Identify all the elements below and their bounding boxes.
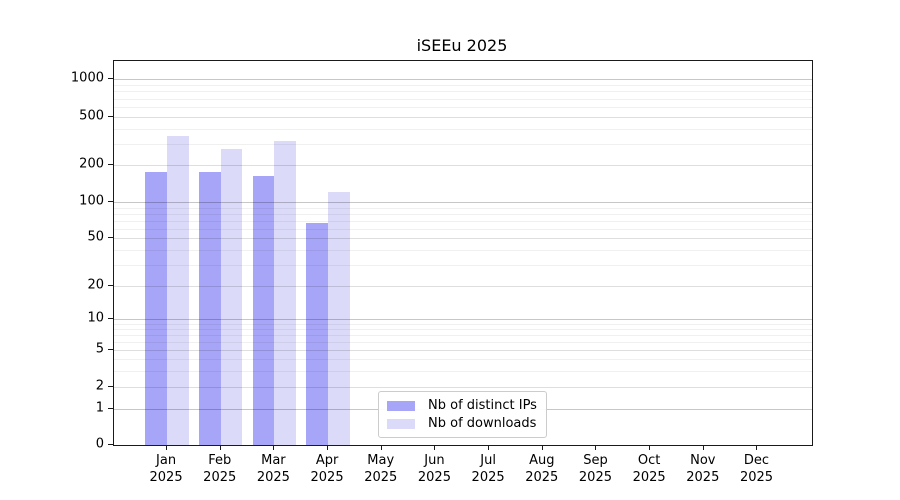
y-tick-mark xyxy=(108,386,113,387)
x-tick-label: May 2025 xyxy=(364,453,398,485)
y-tick-mark xyxy=(108,116,113,117)
bars-layer xyxy=(114,61,812,445)
x-tick-label: Dec 2025 xyxy=(739,453,774,485)
legend-row: Nb of downloads xyxy=(387,416,537,431)
legend-row: Nb of distinct IPs xyxy=(387,398,537,413)
y-tick-mark xyxy=(108,237,113,238)
y-tick-mark xyxy=(108,201,113,202)
x-tick-label: Nov 2025 xyxy=(686,453,720,485)
chart-title: iSEEu 2025 xyxy=(416,36,508,55)
bar-distinct-ips-feb xyxy=(199,172,221,445)
y-tick-label: 200 xyxy=(79,156,104,172)
x-tick-mark xyxy=(327,445,328,450)
legend: Nb of distinct IPs Nb of downloads xyxy=(378,391,547,438)
y-tick-mark xyxy=(108,285,113,286)
bar-downloads-apr xyxy=(328,192,350,445)
y-tick-label: 500 xyxy=(79,108,104,124)
y-tick-mark xyxy=(108,164,113,165)
bar-downloads-feb xyxy=(220,149,243,445)
legend-label: Nb of downloads xyxy=(428,416,537,431)
y-tick-label: 50 xyxy=(87,229,104,245)
x-tick-label: Aug 2025 xyxy=(525,453,559,485)
x-tick-mark xyxy=(220,445,221,450)
bar-downloads-mar xyxy=(274,140,297,445)
x-tick-mark xyxy=(649,445,650,450)
x-tick-mark xyxy=(703,445,704,450)
y-tick-mark xyxy=(108,349,113,350)
x-tick-mark xyxy=(756,445,757,450)
x-tick-mark xyxy=(434,445,435,450)
x-tick-label: Jul 2025 xyxy=(471,453,505,485)
bar-downloads-jan xyxy=(167,136,189,445)
bar-distinct-ips-jan xyxy=(145,172,168,445)
y-tick-label: 1000 xyxy=(70,70,104,86)
bar-distinct-ips-mar xyxy=(252,176,275,445)
x-tick-mark xyxy=(273,445,274,450)
plot-area xyxy=(113,60,813,446)
y-tick-label: 20 xyxy=(87,277,104,293)
x-tick-mark xyxy=(542,445,543,450)
x-tick-mark xyxy=(595,445,596,450)
x-tick-mark xyxy=(166,445,167,450)
y-tick-label: 100 xyxy=(79,193,104,209)
y-tick-label: 1 xyxy=(95,400,104,416)
x-tick-mark xyxy=(488,445,489,450)
y-tick-mark xyxy=(108,318,113,319)
y-tick-label: 0 xyxy=(95,436,104,452)
x-tick-label: Mar 2025 xyxy=(256,453,290,485)
x-tick-label: Jun 2025 xyxy=(417,453,451,485)
bar-distinct-ips-apr xyxy=(306,222,329,445)
y-tick-mark xyxy=(108,444,113,445)
y-tick-label: 5 xyxy=(95,341,104,357)
legend-swatch-icon xyxy=(387,400,415,411)
legend-swatch-icon xyxy=(387,418,415,429)
y-tick-label: 2 xyxy=(95,378,104,394)
x-tick-label: Sep 2025 xyxy=(578,453,612,485)
x-tick-label: Jan 2025 xyxy=(149,453,183,485)
legend-label: Nb of distinct IPs xyxy=(428,398,537,413)
x-tick-label: Oct 2025 xyxy=(632,453,666,485)
y-tick-label: 10 xyxy=(87,310,104,326)
x-tick-mark xyxy=(381,445,382,450)
y-tick-mark xyxy=(108,78,113,79)
x-tick-label: Apr 2025 xyxy=(310,453,344,485)
y-tick-mark xyxy=(108,408,113,409)
x-tick-label: Feb 2025 xyxy=(203,453,237,485)
